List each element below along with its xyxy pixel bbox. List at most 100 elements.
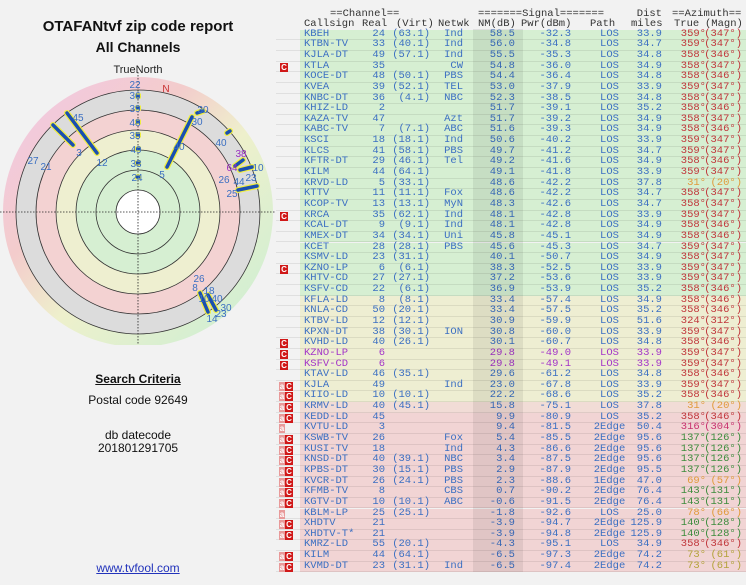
row-background [300,444,746,456]
row-background [300,136,746,147]
search-criteria-heading: Search Criteria [95,372,181,386]
row-background [300,380,746,392]
analog-station-icon: a [279,466,285,476]
azimuth-true-cell: 358° [680,389,706,402]
table-row[interactable]: KTBV-LD 12 (12.1) 30.9 -59.9 LOS 51.6 324° (312°… [276,315,746,328]
azimuth-magnetic-cell: (347°) [704,134,742,147]
radar-channel-label: 24 [131,173,143,184]
table-row[interactable]: KLCS 41 (58.1) PBS 49.7 -41.2 LOS 34.7 359° (347°… [276,144,746,158]
table-row[interactable]: a C XHDTV-T* 21 -3.9 -94.8 2Edge 125.9 140° (128°… [276,527,746,541]
azimuth-true-cell: 358° [680,112,706,125]
table-row[interactable]: KABC-TV 7 (7.1) ABC 51.6 -39.3 LOS 34.9 358° (346… [276,124,746,137]
tvfool-link[interactable]: www.tvfool.com [96,561,180,575]
table-row[interactable]: KHIZ-LD 2 51.7 -39.1 LOS 35.2 358° (346°) [276,103,746,115]
distance-cell: 35.2 [636,410,662,423]
table-row[interactable]: a C KVCR-DT 26 (24.1) PBS 2.3 -88.6 1Edge 47.0 69°… [276,475,746,488]
azimuth-true-cell: 137° [680,432,706,445]
table-row[interactable]: KJLA-DT 49 (57.1) Ind 55.5 -35.3 LOS 34.8 358° (3… [276,49,746,62]
virtual-channel-cell: (39.1) [392,453,430,466]
table-row[interactable]: C KTLA 35 CW 54.8 -36.0 LOS 34.9 358° (347°) [276,59,746,73]
power-cell: -38.5 [539,91,571,104]
table-row[interactable]: C KVHD-LD 40 (26.1) 30.1 -60.7 LOS 34.8 358° (346… [276,337,746,349]
table-row[interactable]: C KZNO-LP 6 (6.1) 38.3 -52.5 LOS 33.9 359° (347°) [276,261,746,275]
radar-channel-label: 39 [129,104,141,115]
table-row[interactable]: a KBLM-LP 25 (25.1) -1.8 -92.6 LOS 25.0 78° (66°) [276,506,746,520]
azimuth-magnetic-cell: (128°) [704,517,742,530]
table-row[interactable]: KBEH 24 (63.1) Ind 58.5 -32.3 LOS 33.9 359° (347°… [276,28,746,41]
table-row[interactable]: KCET 28 (28.1) PBS 45.6 -45.3 LOS 34.7 359° (347°… [276,241,746,254]
table-row[interactable]: a C KEDD-LD 45 9.9 -80.9 LOS 35.2 358° (346°) [276,410,746,424]
callsign-cell: KLCS [304,144,330,157]
table-row[interactable]: a C KGTV-DT 10 (10.1) ABC -0.6 -91.5 2Edge 76.4 14… [276,496,746,509]
table-row[interactable]: KNLA-CD 50 (20.1) 33.4 -57.5 LOS 35.2 358° (346°… [276,304,746,317]
azimuth-true-cell: 137° [680,463,706,476]
table-row[interactable]: C KSFV-CD 6 29.8 -49.1 LOS 33.9 359° (347°) [276,358,746,371]
table-row[interactable]: KMRZ-LD 55 (20.1) -4.3 -95.1 LOS 34.9 358° (346°… [276,539,746,552]
real-channel-cell: 25 [372,506,385,519]
table-row[interactable]: a C KFMB-TV 8 CBS 0.7 -90.2 2Edge 76.4 143° (131°) [276,486,746,498]
azimuth-magnetic-cell: (126°) [704,453,742,466]
table-row[interactable]: a C KIIO-LD 10 (10.1) 22.2 -68.6 LOS 35.2 358° (34… [276,389,746,403]
virtual-channel-cell: (50.1) [392,70,430,83]
table-row[interactable]: KILM 44 (64.1) 49.1 -41.8 LOS 33.9 359° (347°) [276,167,746,179]
power-cell: -36.0 [539,59,571,72]
table-row[interactable]: KPXN-DT 38 (30.1) ION 30.8 -60.0 LOS 33.9 359° (3… [276,326,746,339]
table-row[interactable]: KVEA 39 (52.1) TEL 53.0 -37.9 LOS 33.9 359° (347°… [276,81,746,94]
virtual-channel-cell: (20.1) [392,304,430,317]
real-channel-cell: 34 [372,229,385,242]
channel-sharing-icon: C [280,360,288,370]
distance-cell: 33.9 [636,378,662,391]
table-row[interactable]: a C KILM 44 (64.1) -6.5 -97.3 2Edge 74.2 73° (61°) [276,550,746,562]
table-row[interactable]: KHTV-CD 27 (27.1) 37.2 -53.6 LOS 33.9 359° (347°… [276,272,746,286]
table-row[interactable]: a C KSWB-TV 26 Fox 5.4 -85.5 2Edge 95.6 137° (126°… [276,432,746,445]
table-row[interactable]: KNBC-DT 36 (4.1) NBC 52.3 -38.5 LOS 34.8 358° (34… [276,91,746,105]
table-row[interactable]: a C KRMV-LD 40 (45.1) 15.8 -75.1 LOS 37.8 31° (20°… [276,400,746,413]
table-row[interactable]: a C KJLA 49 Ind 23.0 -67.8 LOS 33.9 359° (347°) [276,378,746,392]
power-cell: -52.5 [539,261,571,274]
table-row[interactable]: a C KPBS-DT 30 (15.1) PBS 2.9 -87.9 2Edge 95.5 137… [276,463,746,477]
table-row[interactable]: KOCE-DT 48 (50.1) PBS 54.4 -36.4 LOS 34.8 358° (3… [276,70,746,83]
analog-station-icon: a [279,509,285,519]
azimuth-magnetic-cell: (347°) [704,346,742,359]
real-channel-cell: 29 [372,155,385,168]
table-row[interactable]: KCOP-TV 13 (13.1) MyN 48.3 -42.6 LOS 34.7 358° (3… [276,197,746,211]
callsign-cell: KTBN-TV [304,38,349,51]
real-channel-cell: 35 [372,208,385,221]
distance-cell: 95.6 [636,453,662,466]
radar-channel-label: 35 [129,131,141,142]
azimuth-magnetic-cell: (347°) [704,272,742,285]
table-row[interactable]: KSMV-LD 23 (31.1) 40.1 -50.7 LOS 34.9 358° (347°… [276,252,746,264]
table-row[interactable]: a C KVMD-DT 23 (31.1) Ind -6.5 -97.4 2Edge 74.2 73… [276,560,746,573]
noise-margin-cell: -3.9 [489,527,515,540]
radar-channel-label: 14 [206,314,218,325]
table-row[interactable]: KSFV-CD 22 (6.1) 36.9 -53.9 LOS 35.2 358° (346°) [276,284,746,296]
azimuth-magnetic-cell: (66°) [710,506,742,519]
table-row[interactable]: a KVTU-LD 3 9.4 -81.5 2Edge 50.4 316° (304°) [276,422,746,434]
azimuth-true-cell: 31° [687,400,706,413]
station-dot [135,93,141,99]
table-row[interactable]: a C KNSD-DT 40 (39.1) NBC 3.4 -87.5 2Edge 95.6 137… [276,453,746,466]
table-row[interactable]: C KRCA 35 (62.1) Ind 48.1 -42.8 LOS 33.9 359° (347… [276,208,746,222]
table-row[interactable]: a C KUSI-TV 18 Ind 4.3 -86.6 2Edge 95.6 137° (126°… [276,443,746,456]
table-row[interactable]: KTBN-TV 33 (40.1) Ind 56.0 -34.8 LOS 34.7 359° (3… [276,38,746,51]
table-row[interactable]: KMEX-DT 34 (34.1) Uni 45.8 -45.1 LOS 34.9 358° (3… [276,229,746,243]
radar-channel-label: 22 [129,80,141,91]
network-cell: NBC [444,453,463,466]
radar-channel-label: 45 [72,113,84,124]
table-row[interactable]: a C XHDTV 21 -3.9 -94.7 2Edge 125.9 140° (128°) [276,517,746,530]
table-row[interactable]: KSCI 18 (18.1) Ind 50.6 -40.2 LOS 33.9 359° (347°… [276,134,746,147]
power-cell: -34.8 [539,38,571,51]
table-row[interactable]: KTTV 11 (11.1) Fox 48.6 -42.2 LOS 34.7 358° (347°… [276,188,746,200]
azimuth-true-cell: 137° [680,453,706,466]
table-row[interactable]: KCAL-DT 9 (9.1) Ind 48.1 -42.8 LOS 34.9 358° (346… [276,220,746,232]
table-row[interactable]: KTAV-LD 46 (35.1) 29.6 -61.2 LOS 34.8 358° (346°… [276,369,746,381]
analog-station-icon: a [279,424,285,434]
table-row[interactable]: KFLA-LD 8 (8.1) 33.4 -57.4 LOS 34.9 358° (346°) [276,293,746,307]
table-row[interactable]: KAZA-TV 47 Azt 51.7 -39.2 LOS 34.9 358° (347°) [276,112,746,126]
table-row[interactable]: C KZNO-LP 6 29.8 -49.0 LOS 33.9 359° (347°) [276,346,746,360]
table-row[interactable]: KRVD-LD 5 (33.1) 48.6 -42.2 LOS 37.8 31° (20°) [276,177,746,190]
table-row[interactable]: KFTR-DT 29 (46.1) Tel 49.2 -41.6 LOS 34.9 358° (3… [276,155,746,168]
power-cell: -57.4 [539,293,571,306]
callsign-cell: KPBS-DT [304,463,349,476]
power-cell: -42.6 [539,197,571,210]
